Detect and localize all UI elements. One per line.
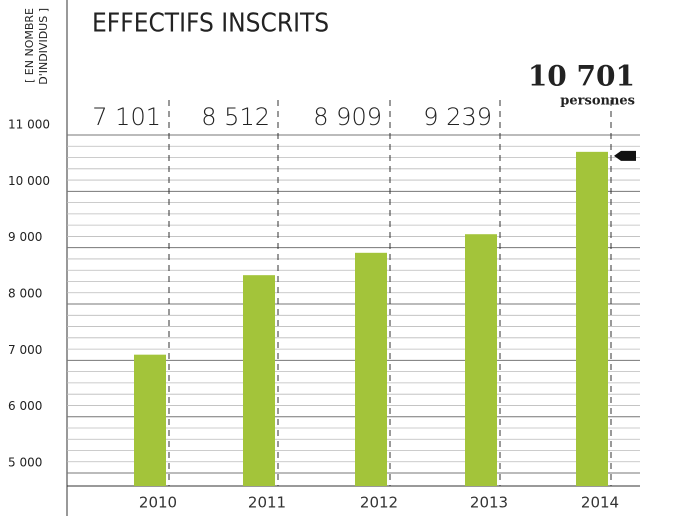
value-label: 10 701 (528, 60, 635, 93)
y-tick-label: 5 000 (8, 456, 42, 470)
x-tick-label: 2011 (248, 494, 286, 512)
y-axis-label-line: D'INDIVIDUS ] (37, 8, 50, 85)
value-label: 9 239 (423, 103, 492, 131)
y-axis-label-line: [ EN NOMBRE (23, 8, 36, 83)
x-tick-label: 2014 (581, 494, 619, 512)
bar (576, 151, 608, 486)
x-tick-label: 2013 (470, 494, 508, 512)
x-tick-label: 2012 (360, 494, 398, 512)
y-tick-label: 6 000 (8, 399, 42, 413)
y-tick-label: 7 000 (8, 343, 42, 357)
y-tick-label: 10 000 (8, 174, 50, 188)
chart-title: EFFECTIFS INSCRITS (92, 9, 329, 39)
pointer-arrow (614, 150, 636, 161)
bar (355, 252, 387, 486)
value-label: 7 101 (92, 103, 161, 131)
x-tick-label: 2010 (139, 494, 177, 512)
annotation: personnes (560, 94, 635, 109)
y-axis-label: [ EN NOMBRE D'INDIVIDUS ] (23, 8, 50, 85)
bar (134, 354, 166, 486)
value-label: 8 909 (313, 103, 382, 131)
y-tick-label: 11 000 (8, 118, 50, 132)
bar (465, 234, 497, 486)
value-label: 8 512 (201, 103, 270, 131)
y-tick-label: 9 000 (8, 230, 42, 244)
y-tick-label: 8 000 (8, 287, 42, 301)
bar (243, 275, 275, 486)
